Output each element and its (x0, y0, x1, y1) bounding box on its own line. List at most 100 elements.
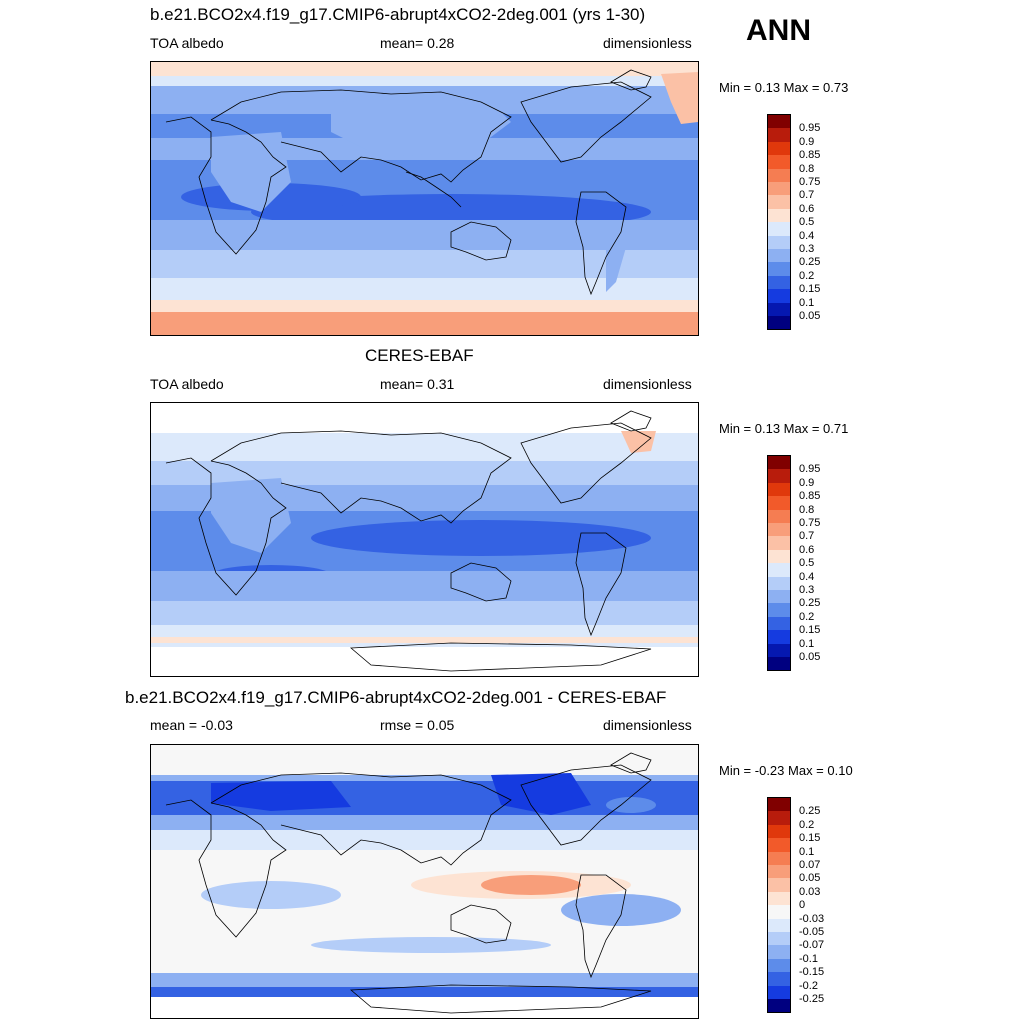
panel-3-colorbar-swatch (768, 985, 790, 999)
panel-3-colorbar-label: 0.2 (799, 818, 815, 831)
panel-2-colorbar-label: 0.6 (799, 543, 815, 556)
panel-1-colorbar-label: 0.3 (799, 243, 815, 255)
panel-2-colorbar-swatch (768, 523, 790, 537)
panel-1-units: dimensionless (603, 35, 692, 51)
panel-3-units: dimensionless (603, 717, 692, 733)
panel-1-colorbar-swatch (768, 195, 790, 209)
panel-3-colorbar-swatch (768, 972, 790, 986)
panel-3-minmax: Min = -0.23 Max = 0.10 (719, 763, 853, 778)
panel-1-colorbar-swatch (768, 168, 790, 182)
panel-1-colorbar-swatch (768, 182, 790, 196)
panel-2-colorbar-label: 0.4 (799, 570, 815, 583)
panel-2-colorbar-label: 0.25 (799, 597, 821, 610)
panel-2-colorbar-label: 0.2 (799, 610, 815, 623)
panel-2-colorbar-label: 0.3 (799, 584, 815, 596)
panel-2-colorbar-swatch (768, 563, 790, 577)
panel-2-colorbar-swatch (768, 509, 790, 523)
panel-3-map (150, 744, 699, 1019)
panel-3-colorbar-swatch (768, 851, 790, 865)
panel-1-colorbar-swatch (768, 208, 790, 223)
panel-1-colorbar-swatch (768, 141, 790, 156)
panel-2-colorbar-swatch (768, 482, 790, 497)
panel-1-colorbar-label: 0.95 (799, 122, 821, 135)
panel-3-map-field (151, 745, 698, 1018)
panel-2-colorbar-label: 0.7 (799, 530, 815, 543)
panel-2-minmax: Min = 0.13 Max = 0.71 (719, 421, 849, 436)
panel-2-colorbar-swatch (768, 456, 790, 470)
panel-3-colorbar-swatch (768, 798, 790, 812)
panel-2-variable: TOA albedo (150, 376, 224, 392)
panel-2-colorbar-swatch (768, 616, 790, 631)
panel-3-colorbar-label: -0.07 (799, 939, 825, 952)
panel-2-colorbar-label: 0.15 (799, 624, 821, 637)
panel-3-colorbar-swatch (768, 945, 790, 959)
panel-3-colorbar-label: 0.03 (799, 885, 821, 898)
panel-1-colorbar: 0.95 0.9 0.85 0.8 0.75 0.7 0.6 0.5 0.4 0… (767, 114, 820, 330)
panel-2-colorbar-label: 0.85 (799, 490, 821, 503)
panel-1-colorbar-label: 0.5 (799, 216, 815, 229)
panel-2-colorbar-swatch (768, 549, 790, 564)
panel-3-colorbar-label: -0.03 (799, 912, 825, 925)
panel-1-title: b.e21.BCO2x4.f19_g17.CMIP6-abrupt4xCO2-2… (150, 5, 646, 24)
panel-2-coastlines (165, 410, 652, 672)
panel-2-colorbar-swatch (768, 603, 790, 617)
panel-1-colorbar-swatch (768, 235, 790, 249)
panel-1-colorbar-label: 0.9 (799, 135, 815, 148)
panel-3-colorbar-swatch (768, 905, 790, 919)
panel-3-coastlines (165, 752, 652, 1014)
panel-1-colorbar-swatch (768, 262, 790, 276)
panel-3-colorbar-label: -0.05 (799, 926, 825, 938)
panel-2-map (150, 402, 699, 677)
panel-2-colorbar: 0.95 0.9 0.85 0.8 0.75 0.7 0.6 0.5 0.4 0… (767, 455, 820, 671)
panel-1-variable: TOA albedo (150, 35, 224, 51)
panel-1-colorbar-label: 0.85 (799, 149, 821, 162)
panel-2-colorbar-swatch (768, 536, 790, 550)
panel-2-map-field (151, 403, 698, 676)
panel-3-colorbar-swatch (768, 918, 790, 932)
panel-1-colorbar-swatch (768, 222, 790, 236)
panel-1-colorbar-label: 0.6 (799, 202, 815, 215)
panel-1-mean: mean= 0.28 (380, 35, 455, 51)
panel-1-colorbar-label: 0.7 (799, 189, 815, 202)
panel-1-colorbar-label: 0.1 (799, 296, 815, 309)
panel-1-minmax: Min = 0.13 Max = 0.73 (719, 80, 849, 95)
panel-2-colorbar-swatch (768, 643, 790, 657)
panel-3-title: b.e21.BCO2x4.f19_g17.CMIP6-abrupt4xCO2-2… (125, 688, 667, 707)
panel-1-colorbar-label: 0.05 (799, 310, 821, 322)
panel-3-colorbar-swatch (768, 999, 790, 1012)
panel-3-colorbar-label: -0.15 (799, 966, 825, 979)
panel-1-map-field (151, 62, 698, 335)
panel-3-colorbar: 0.25 0.2 0.15 0.1 0.07 0.05 0.03 0 -0.03… (767, 797, 824, 1013)
panel-1-colorbar-label: 0.4 (799, 229, 815, 242)
panel-2-colorbar-label: 0.95 (799, 463, 821, 476)
panel-1-colorbar-swatch (768, 128, 790, 142)
panel-2-colorbar-label: 0.05 (799, 651, 821, 663)
panel-1-colorbar-swatch (768, 249, 790, 263)
panel-3-colorbar-label: 0.07 (799, 859, 821, 871)
panel-3-mean: mean = -0.03 (150, 717, 233, 733)
panel-2-colorbar-swatch (768, 496, 790, 510)
panel-2-colorbar-swatch (768, 469, 790, 483)
panel-1-colorbar-swatch (768, 155, 790, 169)
panel-3-colorbar-label: -0.25 (799, 993, 825, 1005)
panel-1-colorbar-label: 0.25 (799, 256, 821, 269)
panel-3-colorbar-label: -0.2 (799, 979, 818, 992)
panel-1-colorbar-swatch (768, 115, 790, 129)
panel-1-coastlines (165, 69, 652, 296)
panel-1-colorbar-swatch (768, 275, 790, 290)
panel-2-colorbar-label: 0.9 (799, 476, 815, 489)
panel-3-colorbar-label: 0 (799, 899, 806, 912)
panel-2-colorbar-label: 0.8 (799, 503, 815, 516)
panel-3-rmse: rmse = 0.05 (380, 717, 455, 733)
panel-1-colorbar-label: 0.75 (799, 176, 821, 188)
panel-3-colorbar-swatch (768, 838, 790, 852)
panel-3-colorbar-label: 0.15 (799, 832, 821, 845)
panel-2-colorbar-label: 0.5 (799, 557, 815, 570)
panel-2-colorbar-swatch (768, 630, 790, 644)
panel-2-units: dimensionless (603, 376, 692, 392)
panel-3-colorbar-swatch (768, 878, 790, 892)
panel-3-colorbar-swatch (768, 932, 790, 946)
panel-2-colorbar-swatch (768, 657, 790, 670)
panel-1-colorbar-label: 0.2 (799, 269, 815, 282)
panel-3-colorbar-label: -0.1 (799, 952, 818, 965)
